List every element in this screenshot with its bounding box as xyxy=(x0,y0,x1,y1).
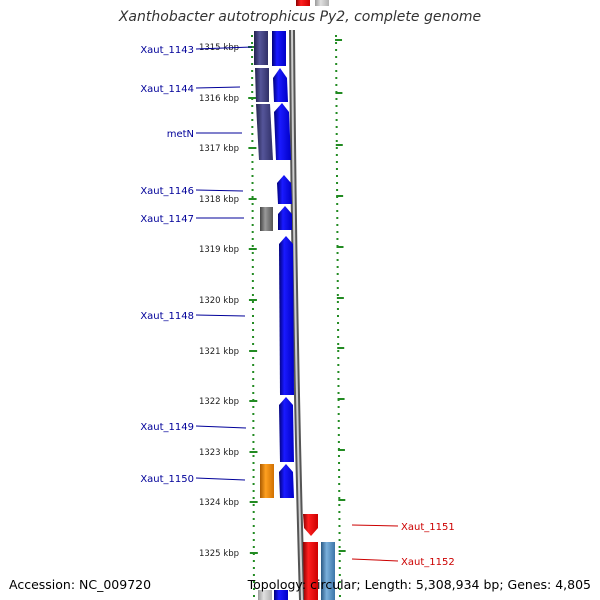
tick-label: 1324 kbp xyxy=(199,498,239,508)
gene-label-left: Xaut_1149 xyxy=(140,422,194,433)
accession-text: Accession: NC_009720 xyxy=(9,577,152,592)
gene-xaut-1143 xyxy=(272,31,286,66)
leader-line-left xyxy=(195,86,241,89)
right-tick-marks xyxy=(335,39,346,552)
leader-line-left xyxy=(195,189,244,192)
leader-line-left xyxy=(195,477,246,481)
gene-bottom-partial xyxy=(274,590,288,600)
tick-label: 1319 kbp xyxy=(199,245,239,255)
tick-label: 1325 kbp xyxy=(199,549,239,559)
leader-line-right xyxy=(351,524,399,527)
cog-block-xaut-1143 xyxy=(254,31,268,65)
gene-xaut-1146 xyxy=(277,175,292,204)
top-partial-gene-red xyxy=(296,0,310,6)
leader-line-left xyxy=(195,46,253,50)
gene-xaut-1147 xyxy=(278,206,292,230)
gene-xaut-1148 xyxy=(279,236,294,395)
gene-xaut-1144 xyxy=(273,68,288,102)
gene-leader-lines xyxy=(195,46,399,562)
gene-xaut-1150 xyxy=(279,464,294,498)
tick-label: 1318 kbp xyxy=(199,195,239,205)
right-dotted-track xyxy=(335,34,341,600)
cog-block-metn xyxy=(256,104,273,160)
tick-label: 1322 kbp xyxy=(199,397,239,407)
left-tick-marks xyxy=(248,46,258,554)
genome-summary-text: Topology: circular; Length: 5,308,934 bp… xyxy=(247,577,591,592)
gene-xaut-1149 xyxy=(279,397,294,462)
cog-block-xaut-1152 xyxy=(321,542,335,600)
gene-labels: Xaut_1143 Xaut_1144 metN Xaut_1146 Xaut_1147… xyxy=(140,45,454,568)
gene-label-right: Xaut_1151 xyxy=(401,522,455,533)
tick-label: 1323 kbp xyxy=(199,448,239,458)
leader-line-left xyxy=(195,425,247,429)
cog-block-xaut-1147 xyxy=(260,207,273,231)
gene-xaut-1151 xyxy=(303,514,318,536)
genome-title: Xanthobacter autotrophicus Py2, complete… xyxy=(118,9,482,25)
gene-label-right: Xaut_1152 xyxy=(401,557,455,568)
leader-line-right xyxy=(351,558,399,562)
tick-label: 1316 kbp xyxy=(199,94,239,104)
gene-label-left: Xaut_1146 xyxy=(140,186,194,197)
tick-label: 1317 kbp xyxy=(199,144,239,154)
gene-label-left: Xaut_1147 xyxy=(140,214,194,225)
cog-bottom-partial xyxy=(258,590,272,600)
tick-label: 1320 kbp xyxy=(199,296,239,306)
left-dotted-track xyxy=(251,34,255,600)
gene-label-left: Xaut_1148 xyxy=(140,311,194,322)
tick-label: 1321 kbp xyxy=(199,347,239,357)
cog-block-xaut-1150 xyxy=(260,464,274,498)
cog-block-xaut-1144 xyxy=(255,68,269,102)
gene-label-left: Xaut_1143 xyxy=(140,45,194,56)
gene-metn xyxy=(274,103,291,160)
gene-xaut-1152 xyxy=(303,542,318,600)
top-partial-gene-gray xyxy=(315,0,329,6)
gene-label-left: Xaut_1144 xyxy=(140,84,194,95)
leader-line-left xyxy=(195,314,246,317)
genome-backbone-highlight xyxy=(291,29,303,600)
gene-label-left: metN xyxy=(167,129,194,140)
gene-label-left: Xaut_1150 xyxy=(140,474,194,485)
